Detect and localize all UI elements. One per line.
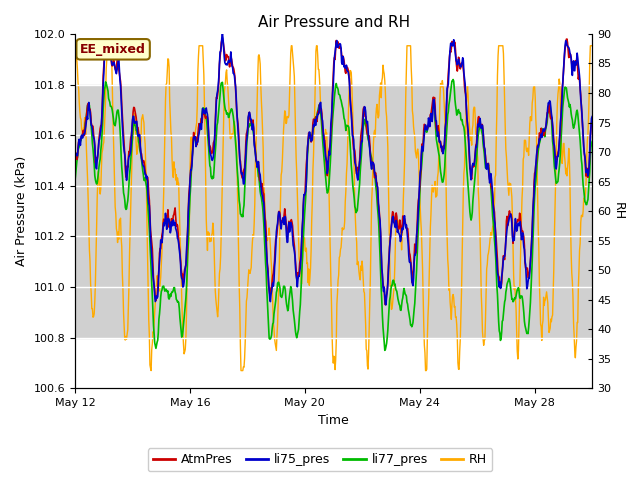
Y-axis label: RH: RH: [612, 202, 625, 220]
Legend: AtmPres, li75_pres, li77_pres, RH: AtmPres, li75_pres, li77_pres, RH: [148, 448, 492, 471]
Title: Air Pressure and RH: Air Pressure and RH: [257, 15, 410, 30]
Text: EE_mixed: EE_mixed: [80, 43, 146, 56]
X-axis label: Time: Time: [318, 414, 349, 427]
Bar: [75, 84, 592, 338]
Y-axis label: Air Pressure (kPa): Air Pressure (kPa): [15, 156, 28, 266]
